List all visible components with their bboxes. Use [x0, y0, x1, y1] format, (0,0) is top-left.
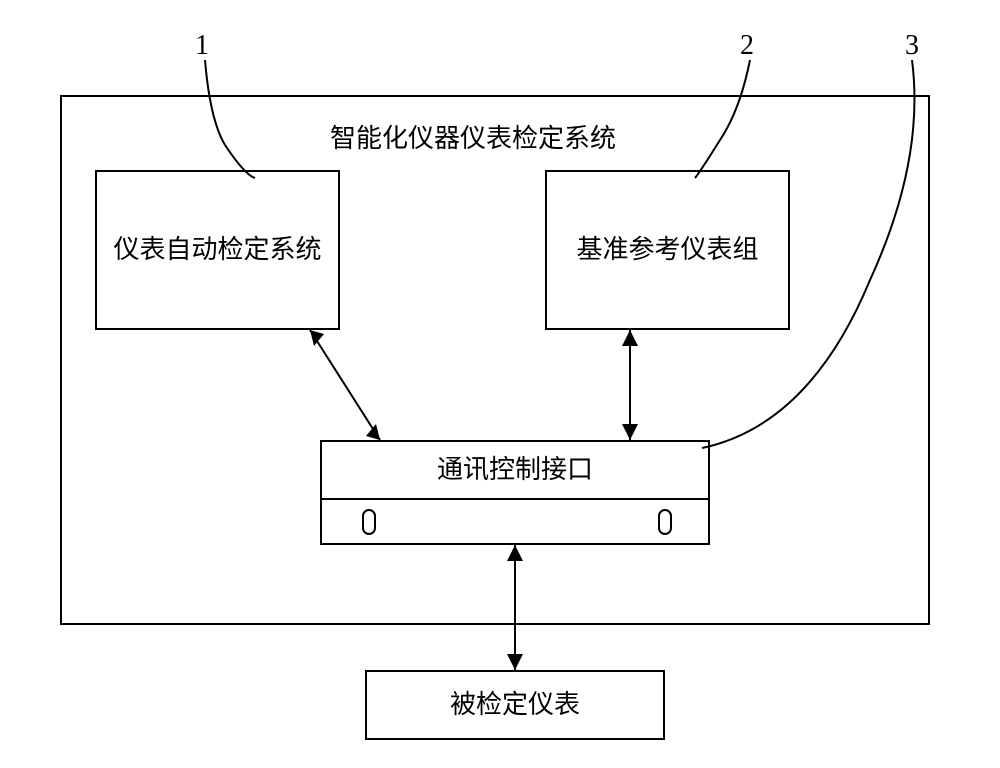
arrow-3-head-down	[507, 654, 523, 670]
arrow-2-head-up	[622, 330, 638, 346]
arrow-3-head-up	[507, 545, 523, 561]
arrows	[0, 0, 1000, 768]
arrow-1-head-up	[310, 330, 324, 346]
arrow-1-line	[310, 330, 380, 440]
arrow-2-head-down	[622, 424, 638, 440]
diagram-root: 智能化仪器仪表检定系统 1 2 3 仪表自动检定系统 基准参考仪表组 通讯控制接…	[0, 0, 1000, 768]
arrow-1-head-down	[366, 424, 380, 440]
